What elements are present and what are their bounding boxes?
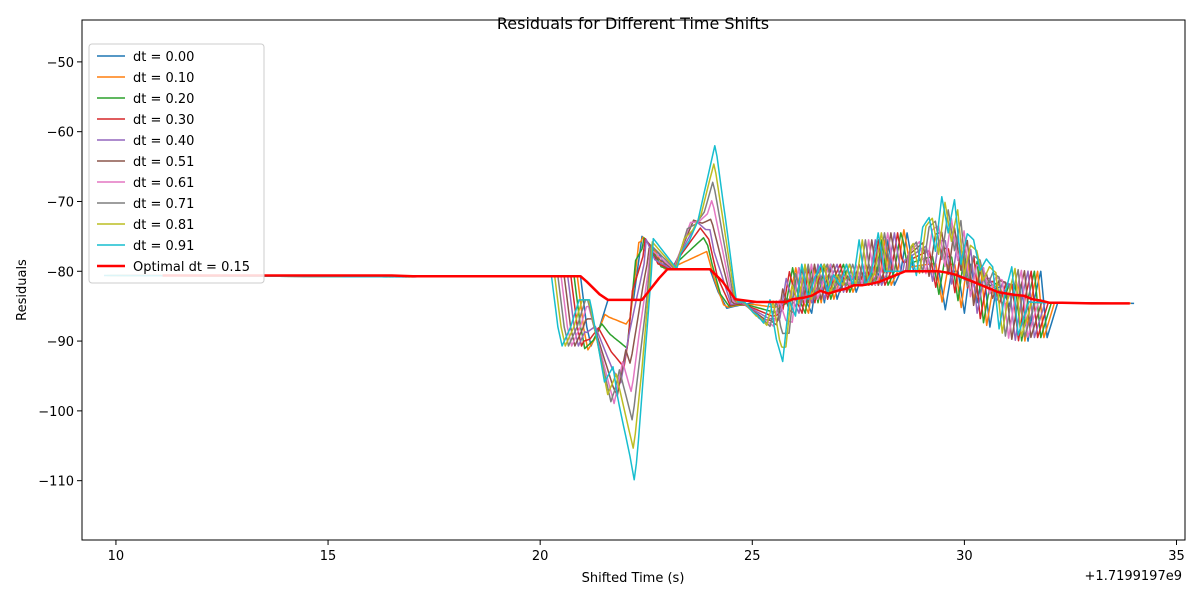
y-axis-ticks: −110 −100 −90 −80 −70 −60 −50	[38, 56, 82, 490]
x-axis-offset-label: +1.7199197e9	[1085, 569, 1182, 584]
x-tick-label: 15	[320, 549, 337, 564]
x-axis-label: Shifted Time (s)	[582, 571, 685, 586]
legend-label: Optimal dt = 0.15	[133, 260, 250, 275]
x-tick-label: 10	[108, 549, 125, 564]
chart-title: Residuals for Different Time Shifts	[497, 14, 769, 33]
x-tick-label: 25	[744, 549, 761, 564]
legend-label: dt = 0.61	[133, 176, 194, 191]
legend: dt = 0.00 dt = 0.10 dt = 0.20 dt = 0.30 dt =…	[88, 43, 265, 284]
plot-frame	[81, 19, 1186, 541]
legend-label: dt = 0.00	[133, 50, 194, 65]
x-axis-ticks: 10 15 20 25 30 35	[108, 540, 1185, 564]
legend-label: dt = 0.20	[133, 92, 194, 107]
x-tick-label: 35	[1168, 549, 1185, 564]
y-tick-label: −50	[47, 56, 74, 71]
legend-label: dt = 0.91	[133, 239, 194, 254]
series-line-10	[162, 267, 1130, 305]
y-tick-label: −80	[47, 265, 74, 280]
plot-lines	[104, 144, 1135, 481]
legend-label: dt = 0.10	[133, 71, 194, 86]
y-tick-label: −100	[38, 405, 74, 420]
legend-label: dt = 0.71	[133, 197, 194, 212]
y-tick-label: −110	[38, 475, 74, 490]
y-tick-label: −90	[47, 335, 74, 350]
x-tick-label: 30	[956, 549, 973, 564]
y-axis-label: Residuals	[15, 259, 30, 321]
legend-label: dt = 0.81	[133, 218, 194, 233]
legend-label: dt = 0.40	[133, 134, 194, 149]
y-tick-label: −60	[47, 126, 74, 141]
legend-box	[88, 43, 265, 284]
legend-label: dt = 0.51	[133, 155, 194, 170]
y-tick-label: −70	[47, 195, 74, 210]
legend-label: dt = 0.30	[133, 113, 194, 128]
x-tick-label: 20	[532, 549, 549, 564]
